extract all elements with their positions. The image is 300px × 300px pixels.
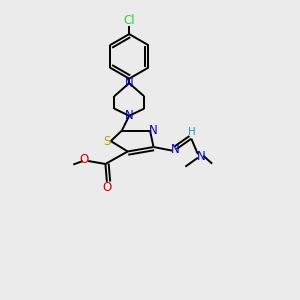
- Text: H: H: [188, 127, 196, 137]
- Text: N: N: [149, 124, 158, 137]
- Text: O: O: [102, 181, 112, 194]
- Text: N: N: [197, 150, 206, 163]
- Text: N: N: [125, 76, 134, 90]
- Text: N: N: [171, 142, 179, 156]
- Text: Cl: Cl: [123, 14, 135, 27]
- Text: N: N: [125, 109, 134, 122]
- Text: S: S: [103, 135, 110, 148]
- Text: O: O: [79, 153, 88, 166]
